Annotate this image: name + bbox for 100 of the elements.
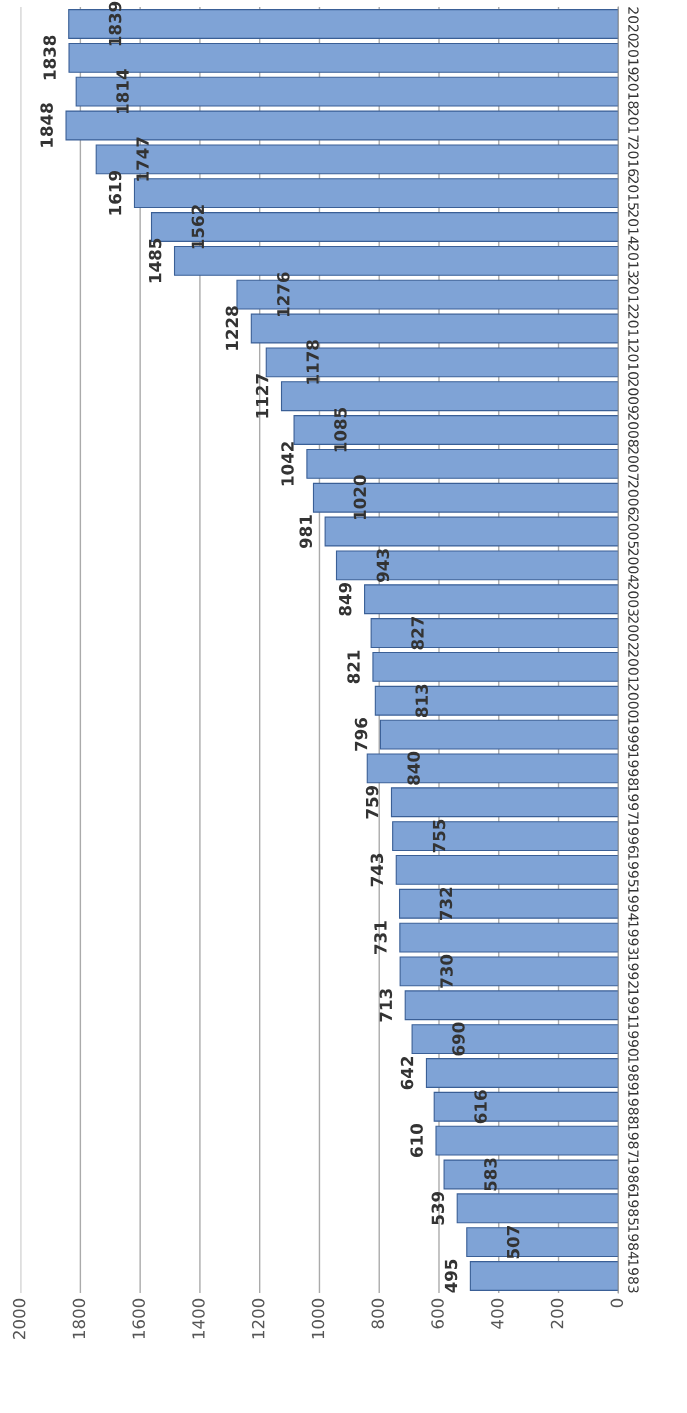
y-tick-label: 2017 [628, 108, 639, 142]
data-label: 539 [431, 1191, 445, 1225]
bar [411, 1024, 619, 1055]
y-tick-label: 2008 [628, 413, 639, 447]
data-label: 1020 [353, 475, 367, 520]
y-tick-label: 2009 [628, 379, 639, 413]
y-tick-label: 1999 [628, 718, 639, 752]
bar [335, 550, 619, 581]
y-tick-label: 2006 [628, 481, 639, 515]
data-label: 583 [484, 1158, 497, 1191]
data-label: 713 [379, 989, 393, 1022]
x-tick-label: 1400 [192, 1298, 205, 1339]
y-tick-label: 2013 [628, 244, 639, 278]
bar [469, 1261, 619, 1291]
y-tick-label: 1995 [628, 853, 639, 887]
data-label: 495 [444, 1259, 458, 1293]
data-label: 1127 [255, 374, 269, 418]
bar [456, 1193, 619, 1224]
y-tick-label: 1989 [628, 1056, 639, 1090]
data-label: 827 [411, 616, 424, 650]
data-label: 981 [299, 515, 313, 549]
bar [399, 956, 619, 987]
x-tick-label: 2000 [12, 1298, 26, 1339]
data-label: 796 [354, 718, 368, 751]
y-tick-label: 2014 [628, 210, 639, 244]
bar [398, 888, 619, 919]
data-label: 616 [474, 1090, 487, 1124]
bar [379, 719, 619, 750]
y-tick-label: 1998 [628, 752, 639, 786]
y-tick-label: 2015 [628, 176, 639, 210]
data-label: 610 [410, 1124, 423, 1157]
data-label: 1485 [148, 238, 162, 283]
x-tick-label: 1200 [251, 1298, 265, 1339]
y-tick-label: 1986 [628, 1158, 639, 1192]
y-tick-label: 1993 [628, 921, 639, 955]
data-label: 1562 [191, 205, 205, 249]
y-tick-label: 2007 [628, 447, 639, 481]
bar [404, 990, 619, 1021]
bar [443, 1159, 619, 1190]
data-label: 690 [452, 1022, 465, 1056]
y-tick-label: 1991 [628, 989, 639, 1022]
data-label: 1228 [225, 306, 239, 350]
y-tick-label: 1992 [628, 955, 639, 988]
bar [364, 584, 619, 615]
data-label: 1042 [281, 442, 294, 486]
data-label: 1839 [108, 1, 122, 46]
y-tick-label: 1988 [628, 1090, 639, 1124]
x-tick-label: 800 [371, 1298, 385, 1329]
x-tick-label: 600 [431, 1298, 444, 1329]
y-tick-label: 2016 [628, 142, 639, 177]
data-label: 731 [374, 921, 387, 954]
data-label: 1276 [277, 272, 290, 316]
y-tick-label: 2003 [628, 582, 639, 616]
bar [370, 618, 619, 648]
y-tick-label: 1997 [628, 786, 639, 819]
x-tick-label: 200 [550, 1298, 564, 1329]
y-tick-label: 2000 [628, 684, 639, 718]
data-label: 1747 [136, 137, 149, 181]
y-tick-label: 1994 [628, 887, 639, 921]
data-label: 943 [376, 549, 390, 582]
x-tick-label: 1800 [72, 1298, 86, 1339]
y-tick-label: 2001 [628, 650, 639, 684]
y-tick-label: 2019 [628, 41, 639, 75]
x-tick-label: 1600 [132, 1298, 145, 1339]
bar [466, 1227, 619, 1258]
x-tick-label: 1000 [311, 1298, 325, 1339]
y-tick-label: 2004 [628, 548, 639, 583]
data-label: 840 [407, 751, 420, 785]
data-label: 743 [370, 853, 384, 887]
data-label: 732 [439, 887, 453, 921]
bar [374, 685, 619, 716]
data-label: 813 [415, 684, 428, 718]
y-tick-label: 2005 [628, 514, 639, 549]
data-label: 1838 [43, 35, 56, 80]
data-label: 1085 [334, 408, 347, 452]
data-label: 1848 [40, 103, 53, 147]
y-tick-label: 2010 [628, 345, 639, 380]
y-tick-label: 1987 [628, 1124, 639, 1158]
y-tick-label: 1983 [628, 1259, 639, 1293]
y-tick-label: 2012 [628, 278, 639, 311]
y-tick-label: 1984 [628, 1225, 639, 1260]
data-label: 1814 [116, 69, 129, 113]
bar [392, 821, 619, 852]
data-label: 730 [440, 954, 453, 988]
y-tick-label: 1996 [628, 819, 639, 853]
bar [372, 651, 619, 682]
bar [425, 1058, 619, 1088]
data-label: 507 [506, 1226, 520, 1259]
bar [395, 854, 619, 885]
data-label: 755 [432, 819, 446, 853]
y-tick-label: 2002 [628, 616, 639, 650]
bar [366, 753, 619, 784]
data-label: 1178 [306, 340, 319, 384]
y-tick-label: 2020 [628, 7, 639, 41]
data-label: 849 [338, 582, 352, 616]
bar [399, 922, 619, 953]
bar [435, 1125, 619, 1156]
y-tick-label: 1985 [628, 1192, 639, 1225]
y-tick-label: 2011 [628, 311, 639, 345]
bar [433, 1091, 619, 1122]
